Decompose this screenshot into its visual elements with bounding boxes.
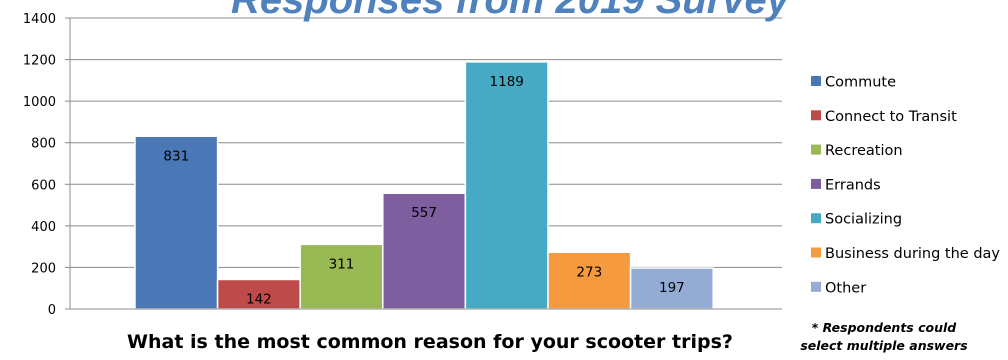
data-label: 311 — [329, 256, 355, 272]
legend-label: Errands — [825, 177, 881, 193]
data-label: 273 — [576, 264, 602, 280]
legend-swatch — [811, 178, 821, 189]
bar-recreation — [299, 243, 384, 310]
legend-label: Socializing — [825, 212, 902, 228]
bar-business-during-the-day — [547, 251, 632, 310]
y-tick-label: 400 — [31, 220, 56, 235]
data-label: 831 — [163, 148, 189, 164]
bar-connect-to-transit — [216, 278, 301, 310]
y-tick-label: 0 — [48, 303, 56, 318]
bar-errands — [382, 192, 467, 310]
bar-socializing — [464, 61, 549, 310]
legend-label: Connect to Transit — [825, 109, 957, 125]
legend-label: Other — [825, 280, 866, 296]
data-labels: 831 142 311 557 1189 273 197 — [163, 74, 684, 308]
legend-swatch — [811, 213, 821, 224]
legend: Commute Connect to Transit Recreation Erran… — [811, 75, 1000, 296]
data-label: 197 — [659, 280, 685, 296]
footnote-line-2: select multiple answers — [800, 338, 967, 353]
bars — [134, 61, 714, 310]
legend-swatch — [811, 247, 821, 258]
y-tick-label: 1400 — [23, 12, 56, 27]
chart-title: Responses from 2019 Survey — [231, 0, 791, 22]
y-tick-label: 800 — [31, 137, 56, 152]
legend-label: Recreation — [825, 143, 903, 159]
data-label: 1189 — [490, 74, 524, 90]
y-axis: 0 200 400 600 800 1000 1200 1400 — [23, 12, 782, 318]
legend-label: Commute — [825, 75, 896, 91]
y-tick-label: 1200 — [23, 54, 56, 69]
x-axis-title: What is the most common reason for your … — [127, 331, 733, 353]
y-tick-label: 600 — [31, 178, 56, 193]
footnote-line-1: * Respondents could — [812, 320, 958, 335]
data-label: 142 — [246, 291, 272, 307]
legend-swatch — [811, 110, 821, 121]
y-tick-label: 1000 — [23, 95, 56, 110]
legend-label: Business during the day — [825, 246, 1000, 262]
legend-swatch — [811, 76, 821, 86]
legend-swatch — [811, 144, 821, 155]
legend-swatch — [811, 281, 821, 292]
y-tick-label: 200 — [31, 261, 56, 276]
data-label: 557 — [411, 205, 437, 221]
